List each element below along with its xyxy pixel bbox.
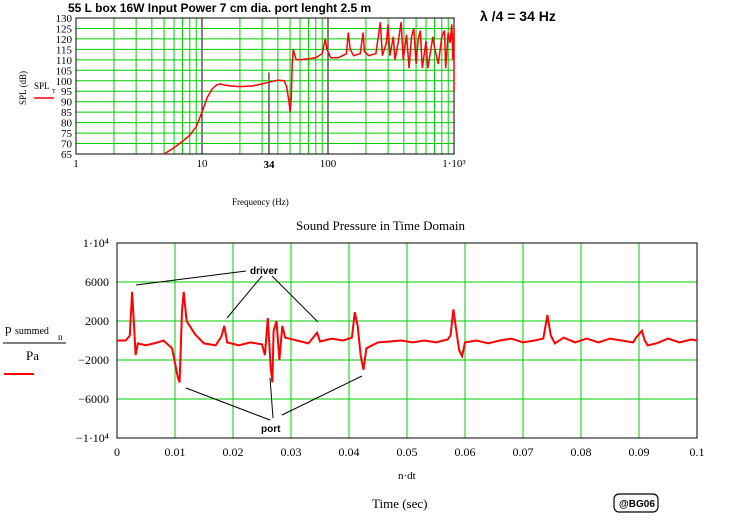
top-y-tick-label: 70 [61,139,73,151]
spl-series [163,22,455,155]
top-x-tick-label: 100 [320,158,337,170]
top-y-tick-label: 110 [56,55,73,67]
bottom-y-label-numerator: p [5,321,12,336]
bottom-y-label-denominator: Pa [26,348,39,363]
top-x-tick-label: 1·10³ [442,158,466,170]
top-legend-label: SPL [34,81,50,91]
bottom-y-tick-label: −1·10⁴ [76,431,109,445]
quarter-wave-annotation: λ /4 = 34 Hz [480,8,556,24]
bottom-x-tick-label: 0 [114,445,120,459]
bottom-x-tick-label: 0.06 [455,445,476,459]
port-callouts [185,375,363,421]
top-y-label: SPL (dB) [18,71,28,105]
top-y-tick-label: 80 [61,118,73,130]
bottom-y-tick-label: 1·10⁴ [83,236,109,250]
bottom-x-tick-label: 0.08 [571,445,592,459]
top-legend-subscript: T [52,89,56,95]
bottom-y-label-index: n [58,332,63,342]
bottom-x-label: Time (sec) [372,496,428,511]
top-plot-frame [75,17,455,155]
pressure-line [117,291,698,383]
port-label: port [261,424,281,435]
bottom-axis-ticks: 1·10⁴ 6000 2000 −2000 −6000 −1·10⁴ 0 0.01 0.02 0.… [76,236,704,459]
bottom-x-tick-label: 0.07 [513,445,534,459]
top-chart-title: 55 L box 16W Input Power 7 cm dia. port … [68,1,371,15]
top-y-tick-label: 85 [61,107,73,119]
bottom-y-tick-label: 2000 [85,314,109,328]
badge-text: @BG06 [619,499,655,510]
spl-line [163,22,455,155]
top-y-tick-label: 130 [56,13,73,25]
bottom-x-tick-label: 0.05 [397,445,418,459]
top-y-tick-label: 125 [56,23,73,35]
pressure-series [117,291,698,383]
driver-callouts [135,270,319,323]
top-x-tick-label: 10 [197,158,209,170]
bottom-x-tick-label: 0.09 [629,445,650,459]
top-y-tick-label: 100 [56,76,73,88]
top-y-tick-label: 90 [61,97,73,109]
top-y-tick-label: 115 [56,44,73,56]
bottom-x-tick-label: 0.03 [281,445,302,459]
bottom-x-tick-label: 0.1 [690,445,705,459]
top-y-tick-label: 65 [61,149,73,161]
bottom-y-tick-label: −2000 [78,353,109,367]
bottom-chart-title: Sound Pressure in Time Domain [296,218,466,233]
bottom-x-tick-label: 0.04 [339,445,360,459]
bottom-y-tick-label: −6000 [78,392,109,406]
badge-frame [613,493,659,513]
bottom-y-tick-label: 6000 [85,275,109,289]
bottom-x-var: n·dt [398,470,416,482]
top-x-tick-label: 1 [73,158,79,170]
bottom-x-tick-label: 0.01 [165,445,186,459]
top-y-tick-label: 105 [56,65,73,77]
top-y-tick-label: 75 [61,128,73,140]
top-y-tick-label: 95 [61,86,73,98]
driver-label: driver [250,266,278,277]
bottom-y-label-sub: summed [15,326,49,337]
top-grid [75,17,455,155]
top-y-tick-label: 120 [56,34,73,46]
bottom-x-tick-label: 0.02 [223,445,244,459]
top-x-tick-label: 34 [263,159,275,171]
top-x-label: Frequency (Hz) [232,197,289,207]
